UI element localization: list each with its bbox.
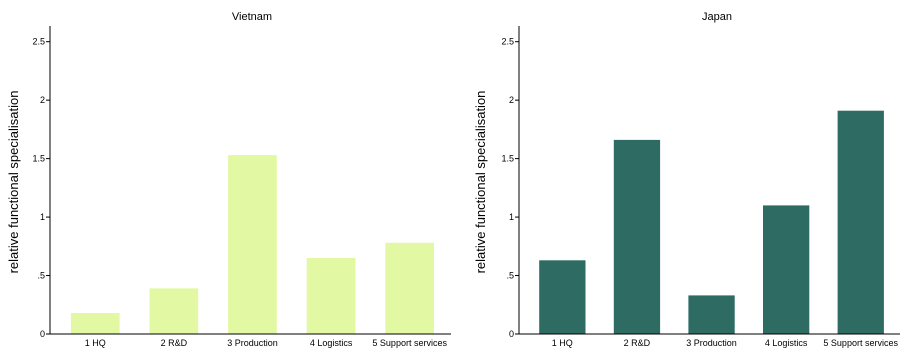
x-tick-label: 3 Production [686,338,737,348]
y-tick-label: 1.5 [501,154,514,164]
x-tick-label: 1 HQ [85,338,106,348]
bar [228,155,277,334]
y-tick-label: 2.5 [501,37,514,47]
y-tick-label: .5 [506,271,514,281]
bar [385,242,434,334]
bar [837,110,884,334]
y-tick-label: 1 [40,212,45,222]
x-tick-label: 2 R&D [624,338,651,348]
chart-panel-vietnam: Vietnam relative functional specialisatio… [6,11,451,348]
x-tick-label: 4 Logistics [310,338,353,348]
bar [149,288,199,334]
y-tick-label: 0 [40,329,45,339]
x-tick-label: 2 R&D [161,338,188,348]
bar [306,258,356,334]
y-tick-label: 2.5 [32,37,45,47]
x-tick-label: 3 Production [227,338,278,348]
y-tick-label: 2 [509,95,514,105]
y-tick-label: .5 [37,271,45,281]
y-tick-label: 2 [40,95,45,105]
x-tick-label: 4 Logistics [765,338,808,348]
y-axis-label: relative functional specialisation [6,91,21,274]
x-tick-label: 1 HQ [552,338,573,348]
bar [763,205,810,334]
chart-title: Japan [702,11,732,23]
x-tick-label: 5 Support services [823,338,898,348]
chart-title: Vietnam [232,11,272,23]
bar [613,139,661,334]
bar [70,313,120,334]
y-tick-label: 1.5 [32,154,45,164]
chart-panel-japan: Japan relative functional specialisation 1… [473,11,900,348]
bar [688,295,735,334]
y-tick-label: 1 [509,212,514,222]
x-tick-label: 5 Support services [372,338,447,348]
bar [539,260,586,334]
y-tick-label: 0 [509,329,514,339]
y-axis-label: relative functional specialisation [473,91,488,274]
